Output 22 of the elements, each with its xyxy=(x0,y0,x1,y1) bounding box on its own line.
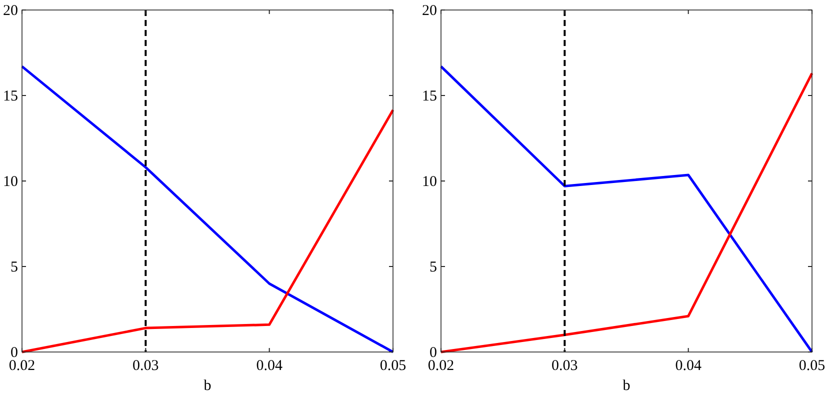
y-tick-label: 5 xyxy=(430,260,437,276)
y-tick-label: 20 xyxy=(422,3,437,19)
x-tick-label: 0.05 xyxy=(798,358,826,374)
line-series xyxy=(20,65,394,354)
x-axis-title: b xyxy=(204,378,212,394)
x-tick-label: 0.04 xyxy=(256,358,283,374)
x-tick-label: 0.03 xyxy=(132,358,159,374)
x-tick-label: 0.02 xyxy=(8,358,36,374)
y-tick-label: 10 xyxy=(422,174,437,190)
x-tick-label: 0.04 xyxy=(675,358,702,374)
x-axis-title: b xyxy=(622,378,630,394)
y-tick-label: 10 xyxy=(3,174,18,190)
y-tick-label: 5 xyxy=(10,260,18,276)
y-tick-label: 15 xyxy=(3,88,18,104)
y-tick-label: 20 xyxy=(3,3,18,19)
y-tick-label: 0 xyxy=(10,345,18,361)
y-tick-label: 0 xyxy=(430,345,437,361)
x-tick-label: 0.05 xyxy=(380,358,406,374)
x-tick-label: 0.02 xyxy=(428,358,454,374)
line-series xyxy=(20,108,394,354)
y-tick-label: 15 xyxy=(422,88,437,104)
x-tick-label: 0.03 xyxy=(552,358,578,374)
